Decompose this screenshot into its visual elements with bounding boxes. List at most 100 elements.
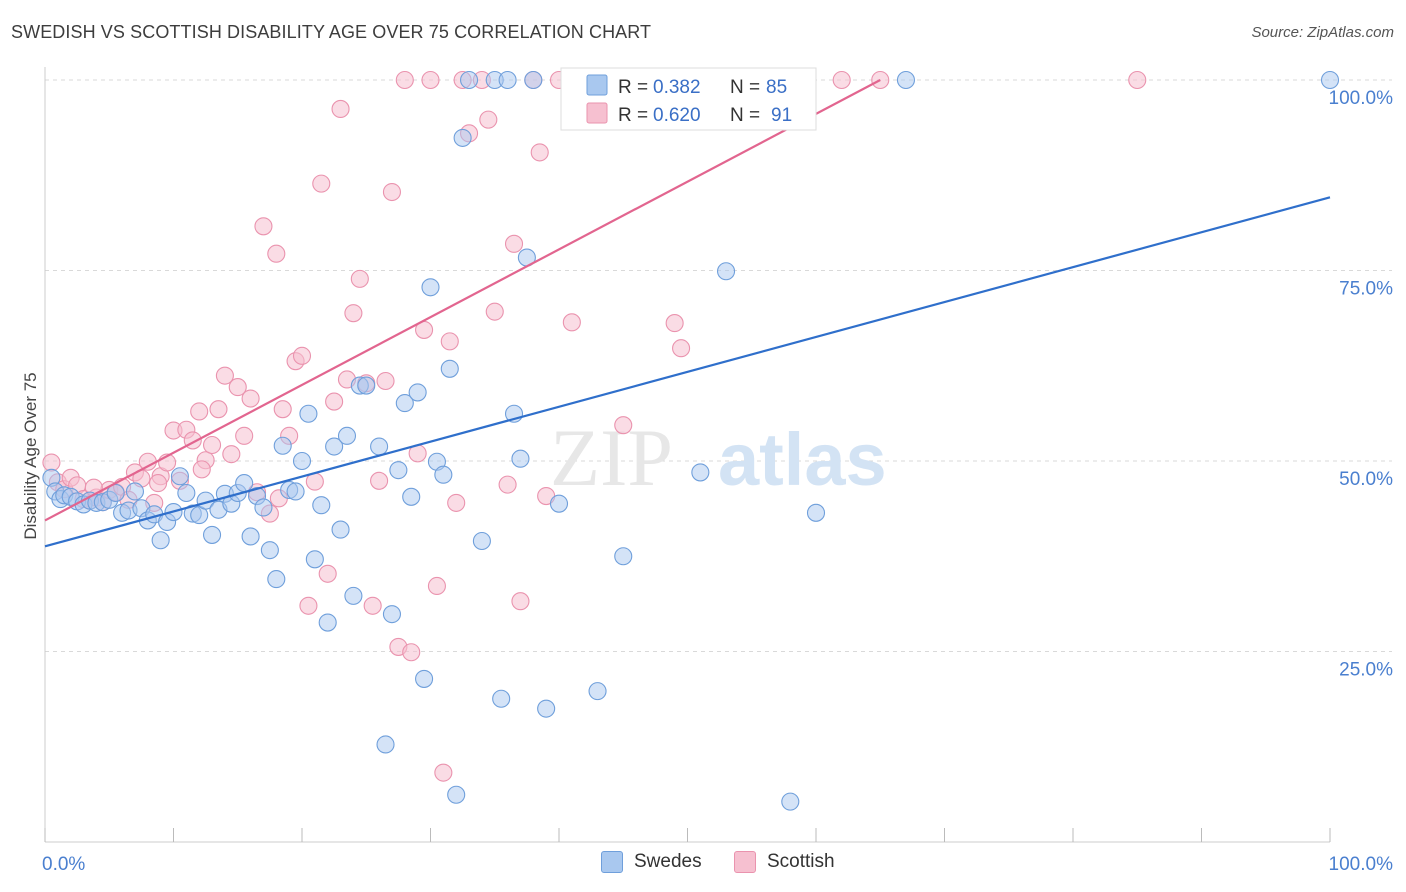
swedes-point-62: [440, 359, 459, 378]
swedes-point-78: [614, 547, 633, 566]
swedes-point-68: [492, 689, 511, 708]
swedes-point-44: [318, 613, 337, 632]
swedes-point-82: [806, 503, 826, 522]
scottish-point-48: [350, 269, 369, 288]
swedes-point-84: [1320, 70, 1340, 90]
scottish-point-67: [479, 110, 498, 129]
legend-r-value-swedes: 0.382: [653, 77, 701, 98]
legend-item-swedes[interactable]: Swedes: [601, 851, 702, 873]
swedes-point-53: [382, 605, 402, 624]
scottish-point-73: [530, 143, 549, 162]
scottish-point-61: [434, 763, 453, 782]
scottish-point-51: [370, 471, 389, 490]
swedes-point-52: [376, 735, 395, 754]
swedes-point-26: [203, 525, 222, 544]
correlation-legend: R = 0.382 N = 85 R = 0.620 N = 91: [560, 67, 817, 131]
scottish-point-47: [344, 304, 363, 323]
legend-item-scottish[interactable]: Scottish: [734, 851, 835, 873]
legend-swatch-swedes-bottom: [601, 851, 623, 873]
legend-swatch-scottish-bottom: [734, 851, 756, 873]
swedes-point-43: [312, 496, 331, 515]
swedes-trend-line: [44, 196, 1331, 548]
scottish-point-84: [832, 70, 851, 90]
scottish-point-88: [149, 474, 168, 493]
scottish-point-42: [312, 174, 331, 193]
scottish-point-53: [382, 182, 402, 202]
legend-r-value-scottish: 0.620: [653, 105, 701, 126]
scottish-point-55: [395, 70, 414, 90]
swedes-point-61: [434, 465, 453, 484]
swedes-point-41: [299, 404, 318, 423]
swedes-point-80: [716, 262, 736, 281]
swedes-point-42: [305, 550, 324, 569]
swedes-point-63: [447, 785, 466, 804]
swedes-point-34: [254, 498, 273, 517]
legend-n-value-swedes: 85: [766, 77, 787, 98]
swedes-point-50: [357, 376, 376, 395]
scottish-point-0: [42, 453, 61, 472]
swedes-point-81: [781, 792, 800, 811]
legend-n-label-scottish: N =: [730, 105, 760, 126]
swedes-point-14: [125, 482, 144, 501]
swedes-point-32: [241, 527, 260, 546]
scottish-point-31: [241, 389, 260, 408]
bottom-legend: Swedes Scottish: [0, 851, 1406, 879]
scottish-point-15: [138, 452, 157, 471]
scottish-point-25: [203, 435, 222, 455]
legend-n-label-swedes: N =: [730, 77, 760, 98]
y-tick-label-3: 100.0%: [1329, 88, 1394, 109]
scottish-point-60: [427, 576, 446, 596]
swedes-point-21: [170, 467, 189, 486]
swedes-point-54: [389, 461, 408, 480]
scottish-point-86: [1128, 70, 1147, 90]
swedes-point-36: [267, 570, 286, 589]
scottish-point-89: [192, 460, 211, 479]
legend-swatch-swedes: [586, 74, 608, 96]
swedes-point-79: [691, 463, 710, 482]
y-tick-label-1: 50.0%: [1339, 469, 1393, 490]
scottish-point-43: [318, 564, 337, 583]
swedes-point-56: [402, 487, 421, 506]
scottish-point-52: [376, 371, 395, 391]
swedes-point-51: [370, 437, 389, 456]
scottish-point-35: [267, 244, 286, 263]
legend-label-scottish: Scottish: [767, 851, 835, 872]
tick-labels: 25.0% 50.0% 75.0% 100.0% 0.0% 100.0%: [42, 88, 1393, 875]
swedes-point-46: [331, 520, 350, 539]
scottish-point-68: [485, 302, 504, 321]
swedes-point-75: [549, 494, 569, 513]
swedes-point-74: [537, 699, 556, 718]
swedes-point-66: [472, 531, 491, 551]
scottish-point-50: [363, 596, 382, 615]
scottish-point-81: [672, 339, 691, 358]
swedes-point-40: [292, 451, 312, 471]
scottish-point-39: [292, 346, 312, 365]
axes: [44, 67, 1331, 843]
x-tick-label-1: 100.0%: [1329, 854, 1394, 875]
watermark-zip: ZIP: [550, 412, 673, 503]
swedes-point-37: [273, 436, 292, 455]
scottish-point-26: [209, 400, 228, 419]
swedes-point-11: [106, 483, 125, 503]
swedes-point-39: [286, 482, 305, 501]
scottish-point-28: [222, 445, 241, 464]
scottish-point-59: [421, 70, 440, 90]
scottish-point-40: [299, 596, 318, 615]
legend-label-swedes: Swedes: [634, 851, 702, 872]
swedes-point-65: [459, 70, 479, 90]
swedes-point-77: [588, 682, 607, 701]
legend-r-label-scottish: R =: [618, 105, 648, 126]
swedes-point-59: [421, 278, 440, 297]
trend-lines: [44, 79, 1331, 548]
swedes-point-83: [896, 70, 916, 90]
legend-swatch-scottish: [586, 102, 608, 124]
scottish-point-23: [190, 402, 209, 421]
swedes-point-31: [235, 474, 254, 493]
scottish-point-70: [504, 234, 524, 253]
swedes-point-35: [260, 541, 279, 560]
scottish-point-56: [402, 643, 421, 662]
scottish-point-29: [228, 378, 247, 397]
scottish-point-44: [325, 392, 344, 411]
swedes-point-22: [177, 483, 196, 503]
